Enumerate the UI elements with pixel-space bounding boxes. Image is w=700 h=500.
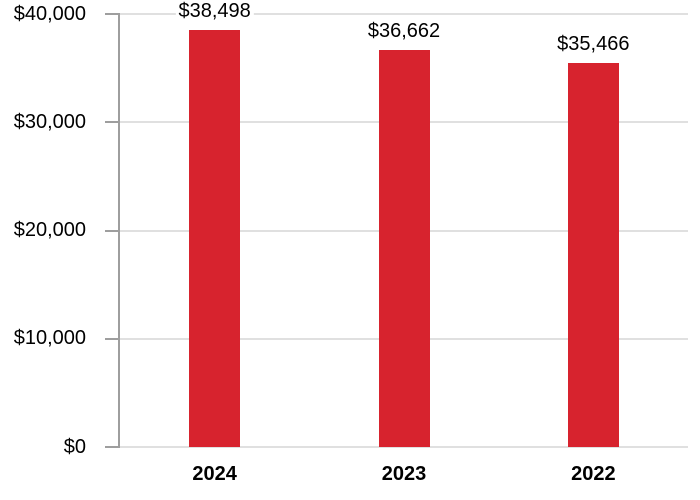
y-axis-label: $40,000	[13, 2, 86, 25]
x-axis-label-2024: 2024	[192, 463, 237, 485]
y-axis-label: $30,000	[13, 110, 86, 133]
y-axis-label: $20,000	[13, 219, 86, 241]
gridline	[120, 13, 688, 15]
bar-2024	[189, 30, 241, 447]
bar-2022	[567, 63, 619, 447]
y-axis-tick	[105, 337, 120, 340]
y-axis-tick	[105, 121, 120, 124]
y-axis-tick	[105, 446, 120, 448]
y-axis-label: $10,000	[13, 327, 86, 350]
x-axis-label-2022: 2022	[571, 463, 616, 485]
y-axis-line	[118, 13, 120, 448]
y-axis-tick	[105, 13, 120, 15]
value-label-2024: $38,498	[175, 0, 254, 24]
x-axis-baseline	[120, 446, 688, 448]
y-axis-label: $0	[63, 435, 86, 458]
y-axis-tick	[105, 229, 120, 232]
value-label-2023: $36,662	[364, 19, 444, 44]
x-axis-label-2023: 2023	[381, 463, 427, 485]
value-label-2022: $35,466	[554, 32, 633, 57]
bar-2023	[378, 50, 430, 447]
